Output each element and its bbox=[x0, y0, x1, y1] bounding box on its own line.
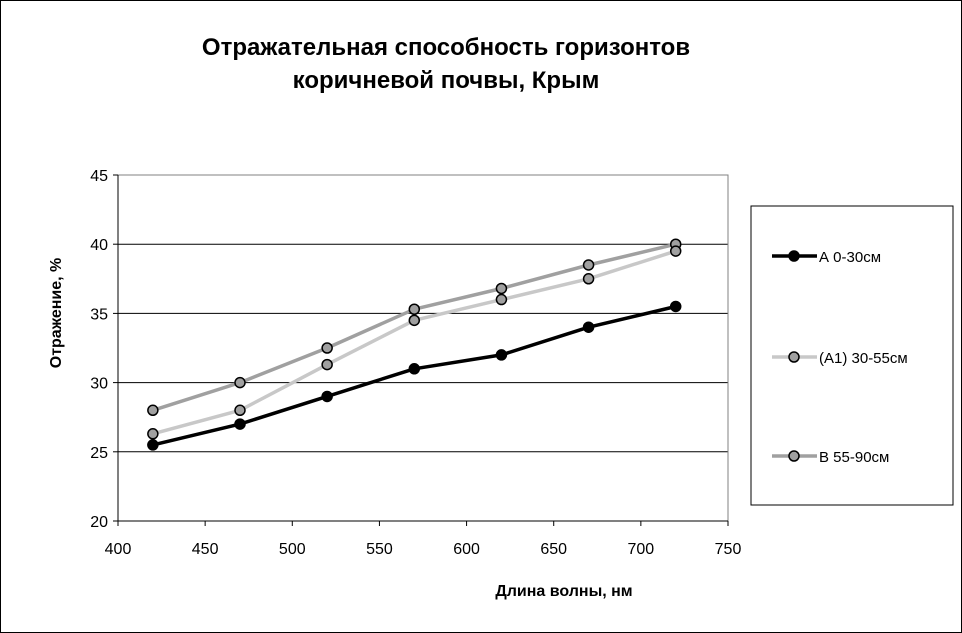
data-point-series-0 bbox=[321, 390, 333, 403]
x-tick-label: 650 bbox=[540, 541, 567, 558]
data-point-series-0 bbox=[582, 321, 595, 333]
y-tick-label: 25 bbox=[90, 445, 108, 462]
y-axis-title: Отражение, % bbox=[48, 258, 65, 369]
data-point-series-1 bbox=[234, 404, 246, 417]
chart-title-line-2: коричневой почвы, Крым bbox=[293, 67, 600, 94]
axes: 20 25 30 35 40 45 400 450 500 550 600 650 700 750 bbox=[90, 168, 741, 558]
data-point-series-0 bbox=[234, 418, 246, 430]
series-line-1 bbox=[152, 249, 677, 436]
x-tick-label: 400 bbox=[105, 541, 132, 558]
y-tick-label: 30 bbox=[90, 376, 108, 393]
data-point-series-1 bbox=[147, 428, 159, 440]
data-point-series-1 bbox=[321, 358, 333, 371]
plot-area bbox=[117, 174, 729, 522]
data-point-series-0 bbox=[147, 439, 159, 451]
data-point-series-2 bbox=[408, 303, 421, 315]
data-point-series-0 bbox=[495, 349, 508, 361]
data-point-series-2 bbox=[495, 282, 508, 295]
data-point-series-2 bbox=[582, 259, 595, 271]
legend-marker-0 bbox=[788, 250, 800, 262]
legend-marker-2 bbox=[788, 450, 800, 462]
data-point-series-2 bbox=[321, 342, 333, 354]
data-point-series-2 bbox=[234, 376, 246, 389]
x-axis-title: Длина волны, нм bbox=[495, 583, 632, 600]
x-tick-label: 600 bbox=[453, 541, 480, 558]
data-point-series-0 bbox=[669, 300, 682, 313]
legend-label-2: В 55-90см bbox=[819, 449, 889, 466]
series-line-2 bbox=[152, 242, 677, 412]
grid-lines bbox=[118, 174, 728, 453]
series-line-0 bbox=[152, 304, 677, 447]
y-tick-label: 45 bbox=[90, 168, 108, 185]
x-tick-label: 550 bbox=[366, 541, 393, 558]
x-tick-label: 750 bbox=[715, 541, 742, 558]
data-point-series-2 bbox=[147, 404, 159, 417]
chart-title-line-1: Отражательная способность горизонтов bbox=[202, 34, 690, 61]
y-tick-label: 40 bbox=[90, 237, 108, 254]
x-tick-label: 450 bbox=[192, 541, 219, 558]
y-tick-label: 35 bbox=[90, 306, 108, 323]
x-tick-label: 500 bbox=[279, 541, 306, 558]
data-point-series-1 bbox=[495, 293, 508, 306]
series-layer bbox=[147, 238, 682, 451]
y-tick-label: 20 bbox=[90, 514, 108, 531]
legend: А 0-30см (А1) 30-55см В 55-90см bbox=[772, 249, 908, 466]
data-point-series-0 bbox=[408, 363, 421, 375]
data-point-series-1 bbox=[408, 314, 421, 327]
legend-marker-1 bbox=[788, 351, 800, 363]
data-point-series-1 bbox=[582, 273, 595, 285]
legend-label-0: А 0-30см bbox=[819, 249, 881, 266]
x-tick-label: 700 bbox=[628, 541, 655, 558]
legend-label-1: (А1) 30-55см bbox=[819, 350, 908, 367]
data-point-series-1 bbox=[669, 245, 682, 257]
